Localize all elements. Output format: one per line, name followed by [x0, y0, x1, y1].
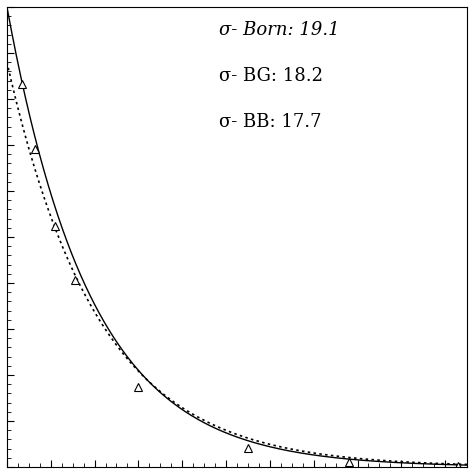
Text: σ- BB: 17.7: σ- BB: 17.7	[219, 113, 321, 131]
Text: σ- Born: 19.1: σ- Born: 19.1	[219, 21, 339, 39]
Text: σ- BG: 18.2: σ- BG: 18.2	[219, 67, 323, 85]
